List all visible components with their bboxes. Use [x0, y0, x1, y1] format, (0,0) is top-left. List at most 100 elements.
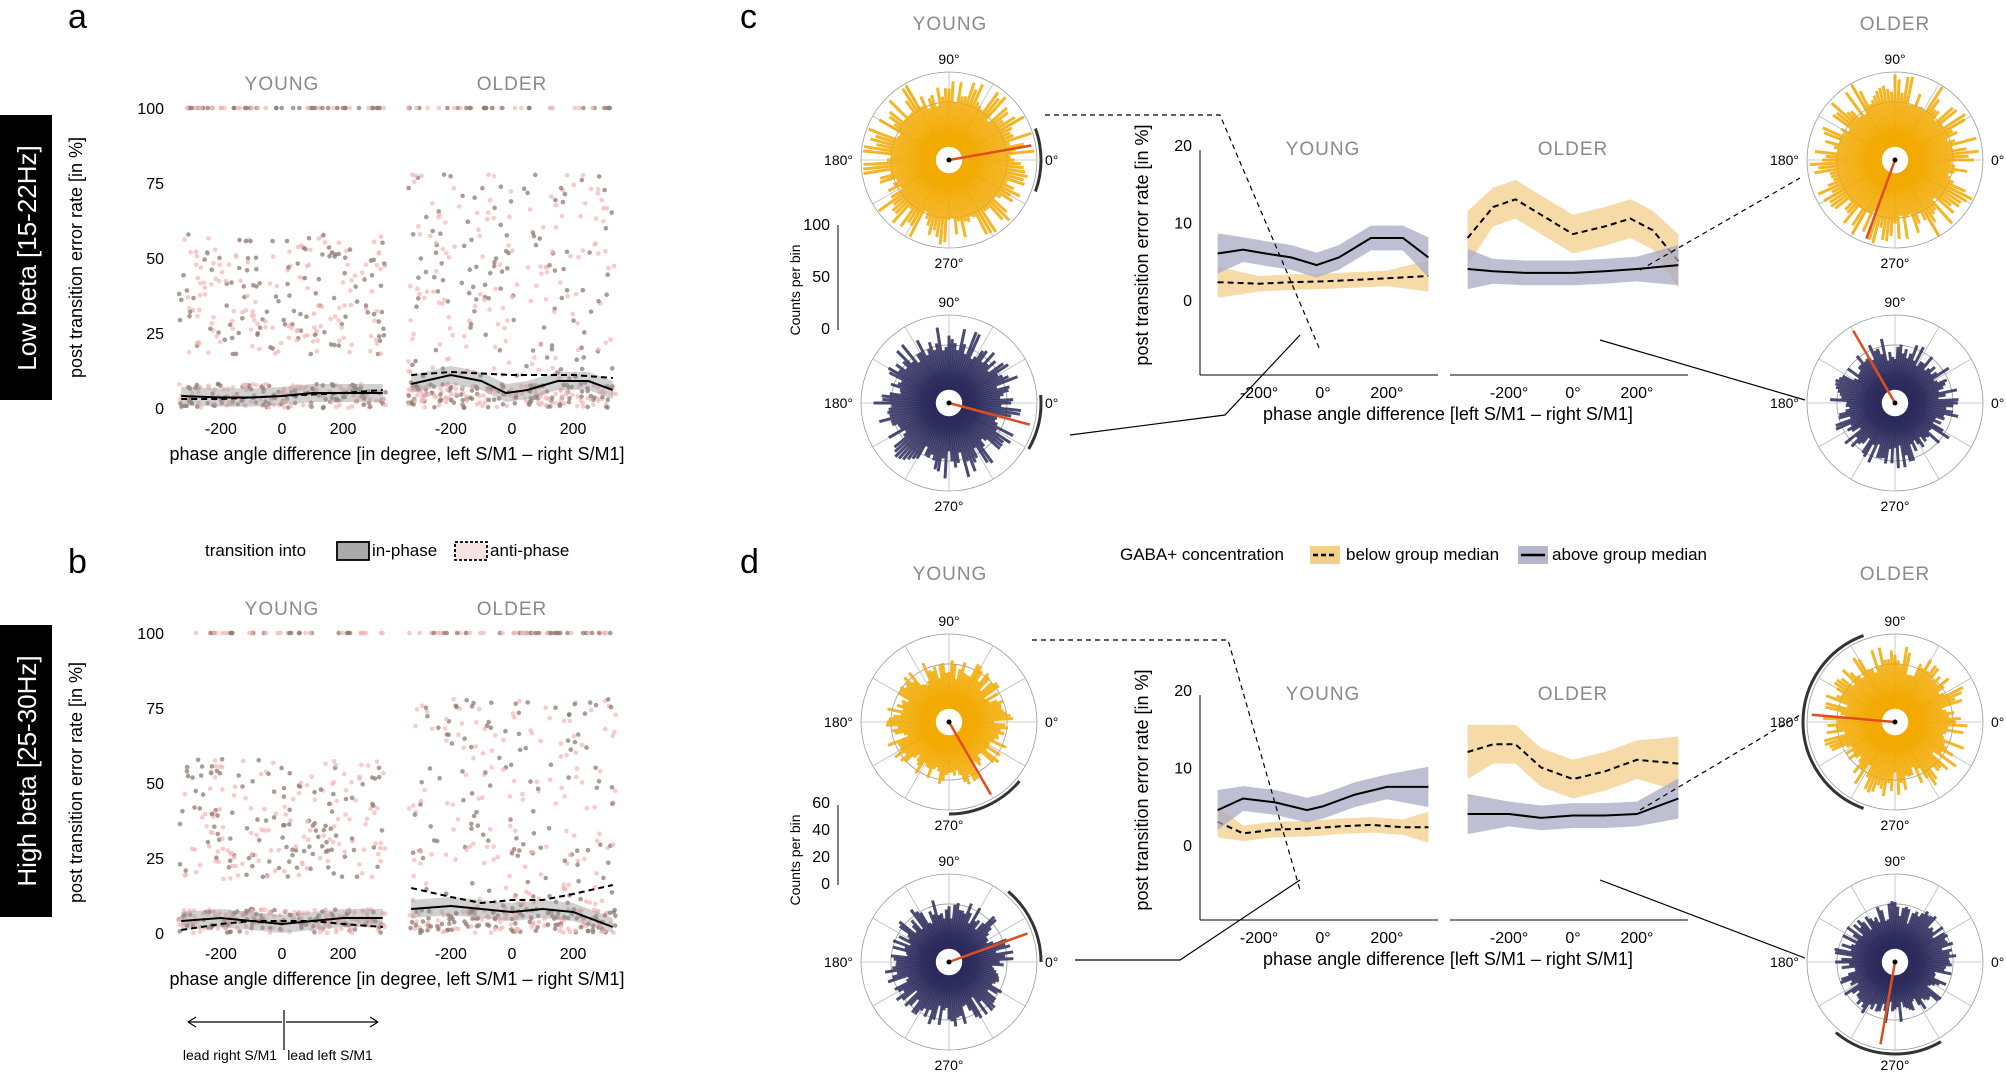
facet-title: OLDER: [477, 599, 547, 620]
data-point: [451, 827, 456, 832]
angle-label: 180°: [1770, 152, 1799, 168]
x-tick-label: 200°: [1370, 930, 1403, 947]
data-point: [406, 393, 412, 399]
data-point: [282, 804, 288, 809]
data-point: [184, 923, 190, 928]
data-point: [261, 386, 266, 392]
data-point: [553, 801, 559, 806]
data-point: [591, 402, 596, 407]
panel-label-a: a: [68, 0, 87, 36]
data-point: [409, 919, 415, 925]
data-point: [561, 401, 567, 406]
data-point: [589, 707, 594, 713]
data-point: [216, 859, 221, 864]
data-point: [576, 105, 582, 111]
data-point: [206, 236, 211, 241]
data-point: [477, 896, 483, 902]
polar-group-title: YOUNG: [913, 564, 988, 585]
data-point: [513, 828, 518, 834]
data-point: [461, 243, 467, 249]
data-point: [188, 912, 193, 918]
data-point: [177, 382, 182, 387]
data-point: [292, 387, 298, 393]
data-point: [482, 400, 488, 406]
data-point: [574, 766, 580, 771]
data-point: [233, 253, 239, 258]
polar-histogram: 90°180° 0°270°: [1770, 51, 2004, 271]
data-point: [264, 309, 270, 315]
data-point: [368, 333, 374, 339]
data-point: [438, 392, 443, 397]
data-point: [342, 303, 347, 308]
data-point: [253, 912, 259, 917]
data-point: [352, 910, 357, 915]
data-point: [515, 853, 521, 859]
data-point: [376, 319, 382, 324]
data-point: [513, 630, 518, 636]
legend-transition-title: transition into: [205, 541, 306, 560]
data-point: [605, 272, 610, 278]
data-point: [331, 839, 336, 845]
mean-vector-origin: [946, 400, 952, 406]
data-point: [380, 910, 386, 916]
data-point: [476, 227, 481, 232]
data-point: [467, 318, 472, 323]
data-point: [376, 251, 382, 256]
x-tick-label: -200: [435, 946, 467, 963]
data-point: [275, 349, 281, 354]
x-tick-label: 200°: [1370, 385, 1403, 402]
data-point: [461, 745, 467, 750]
data-point: [482, 726, 488, 732]
confidence-arc: [948, 780, 1021, 816]
data-point: [254, 266, 259, 272]
below-median-line: [1217, 275, 1429, 285]
data-point: [422, 787, 428, 793]
data-point: [564, 249, 570, 255]
data-point: [595, 251, 601, 256]
data-point: [592, 884, 598, 890]
data-point: [251, 392, 257, 398]
data-point: [531, 233, 537, 239]
data-point: [277, 926, 283, 932]
y-tick-label: 0: [155, 926, 164, 943]
data-point: [585, 928, 591, 934]
counts-tick: 40: [812, 822, 830, 839]
data-point: [607, 910, 613, 916]
data-point: [454, 704, 459, 710]
data-point: [446, 927, 451, 933]
data-point: [571, 182, 577, 188]
data-point: [538, 342, 543, 348]
data-point: [579, 908, 584, 914]
mean-vector-origin: [946, 959, 952, 965]
data-point: [255, 105, 261, 111]
data-point: [249, 630, 255, 636]
data-point: [458, 392, 464, 397]
data-point: [453, 926, 458, 931]
in-phase-smooth-line: [410, 373, 614, 395]
data-point: [329, 399, 334, 405]
data-point: [235, 873, 241, 878]
data-point: [308, 351, 314, 357]
data-point: [212, 387, 218, 392]
data-point: [345, 262, 351, 268]
data-point: [498, 222, 504, 228]
data-point: [256, 858, 262, 863]
data-point: [329, 382, 335, 387]
data-point: [260, 874, 266, 880]
data-point: [613, 712, 618, 718]
counts-tick: 100: [803, 217, 830, 234]
data-point: [248, 387, 254, 392]
data-point: [495, 913, 501, 918]
data-point: [540, 390, 546, 396]
data-point: [469, 237, 474, 243]
legend-gaba-title: GABA+ concentration: [1120, 545, 1284, 564]
data-point: [348, 288, 353, 293]
data-point: [416, 386, 421, 392]
panel-b: post transition error rate [in %]0255075…: [66, 599, 624, 989]
data-point: [486, 888, 492, 894]
data-point: [319, 844, 325, 849]
data-point: [301, 403, 306, 408]
data-point: [607, 630, 613, 636]
data-point: [530, 230, 536, 235]
data-point: [200, 792, 206, 797]
